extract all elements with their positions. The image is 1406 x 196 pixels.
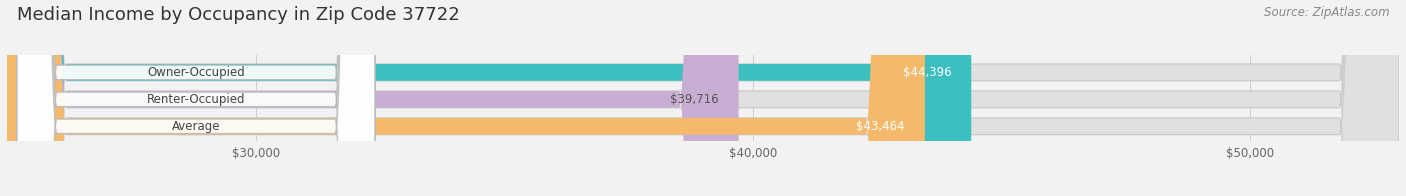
- Text: Owner-Occupied: Owner-Occupied: [148, 66, 245, 79]
- Text: Renter-Occupied: Renter-Occupied: [146, 93, 245, 106]
- FancyBboxPatch shape: [7, 0, 738, 196]
- FancyBboxPatch shape: [17, 0, 375, 196]
- FancyBboxPatch shape: [17, 0, 375, 196]
- Text: $44,396: $44,396: [903, 66, 952, 79]
- Text: $43,464: $43,464: [856, 120, 905, 133]
- FancyBboxPatch shape: [7, 0, 1399, 196]
- FancyBboxPatch shape: [17, 0, 375, 196]
- FancyBboxPatch shape: [7, 0, 1399, 196]
- FancyBboxPatch shape: [7, 0, 1399, 196]
- Text: Average: Average: [172, 120, 221, 133]
- Text: $39,716: $39,716: [671, 93, 718, 106]
- FancyBboxPatch shape: [7, 0, 972, 196]
- FancyBboxPatch shape: [7, 0, 925, 196]
- Text: Source: ZipAtlas.com: Source: ZipAtlas.com: [1264, 6, 1389, 19]
- Text: Median Income by Occupancy in Zip Code 37722: Median Income by Occupancy in Zip Code 3…: [17, 6, 460, 24]
